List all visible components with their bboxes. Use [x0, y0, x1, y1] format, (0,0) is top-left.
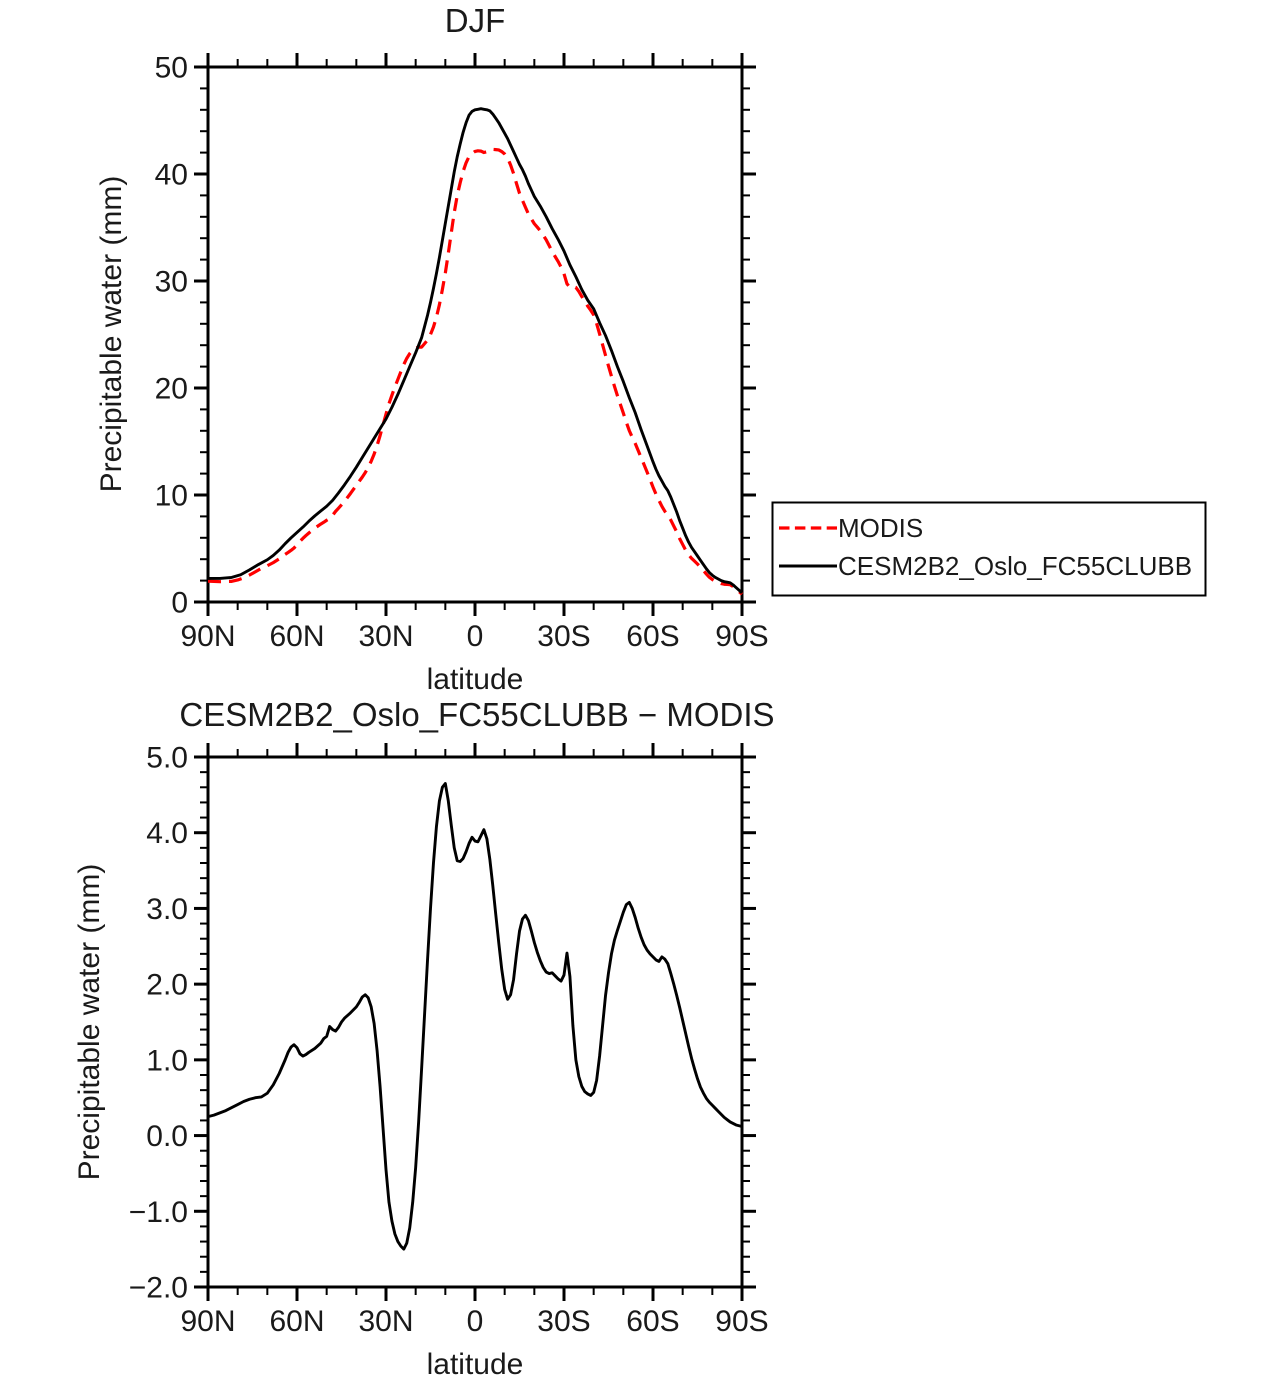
x-tick-label: 90S — [715, 620, 768, 653]
y-tick-labels: −2.0 −1.0 0.0 1.0 2.0 3.0 4.0 5.0 — [129, 742, 188, 1305]
top-chart-panel: 90N 60N 30N 0 30S 60S 90S 0 10 20 30 40 50 — [155, 52, 769, 654]
plot-frame — [206, 755, 744, 1289]
x-tick-label: 30S — [537, 620, 590, 653]
legend-label-modis: MODIS — [838, 513, 923, 543]
y-tick-labels: 0 10 20 30 40 50 — [155, 52, 188, 620]
y-tick-label: −1.0 — [129, 1196, 188, 1229]
legend-box — [771, 501, 1207, 597]
modis-curve — [207, 147, 744, 596]
y-tick-label: 2.0 — [146, 969, 188, 1002]
cesm2b2-oslo-fc55clubb-curve — [208, 107, 743, 594]
y-tick-label: 5.0 — [146, 742, 188, 775]
x-tick-label: 0 — [467, 1305, 484, 1338]
bottom-chart-x-axis-label: latitude — [427, 1348, 524, 1377]
x-tick-label: 0 — [467, 620, 484, 653]
legend-label-cesm: CESM2B2_Oslo_FC55CLUBB — [838, 551, 1192, 581]
y-tick-label: 30 — [155, 266, 188, 299]
plot-frame — [206, 65, 744, 604]
y-tick-label: 4.0 — [146, 817, 188, 850]
x-tick-label: 90S — [715, 1305, 768, 1338]
cesm2b2-oslo-fc55clubb-modis-curve — [207, 782, 743, 1251]
legend: MODIS CESM2B2_Oslo_FC55CLUBB — [771, 501, 1207, 597]
top-chart-title: DJF — [445, 2, 506, 39]
y-tick-label: 20 — [155, 373, 188, 406]
x-tick-label: 90N — [180, 1305, 235, 1338]
bottom-chart-title: CESM2B2_Oslo_FC55CLUBB − MODIS — [179, 696, 774, 733]
top-chart-y-axis-label: Precipitable water (mm) — [95, 176, 128, 493]
bottom-chart-y-axis-label: Precipitable water (mm) — [73, 864, 106, 1181]
y-tick-label: 50 — [155, 52, 188, 85]
axis-ticks — [194, 53, 756, 616]
top-chart-x-axis-label: latitude — [427, 663, 524, 696]
legend-item-modis: MODIS — [779, 513, 923, 543]
x-tick-label: 30S — [537, 1305, 590, 1338]
x-tick-label: 30N — [358, 620, 413, 653]
x-tick-labels: 90N 60N 30N 0 30S 60S 90S — [180, 620, 768, 653]
x-tick-label: 60N — [269, 1305, 324, 1338]
y-tick-label: 10 — [155, 480, 188, 513]
y-tick-label: 40 — [155, 159, 188, 192]
x-tick-label: 90N — [180, 620, 235, 653]
axis-ticks — [194, 743, 756, 1301]
x-tick-label: 30N — [358, 1305, 413, 1338]
y-tick-label: −2.0 — [129, 1272, 188, 1305]
y-tick-label: 0.0 — [146, 1120, 188, 1153]
x-tick-label: 60S — [626, 620, 679, 653]
y-tick-label: 3.0 — [146, 893, 188, 926]
x-tick-label: 60S — [626, 1305, 679, 1338]
x-tick-label: 60N — [269, 620, 324, 653]
y-tick-label: 1.0 — [146, 1044, 188, 1077]
legend-item-cesm: CESM2B2_Oslo_FC55CLUBB — [779, 551, 1192, 581]
bottom-chart-panel: 90N 60N 30N 0 30S 60S 90S −2.0 −1.0 0.0 1.0 2.0 3.0 4… — [129, 742, 769, 1339]
y-tick-label: 0 — [171, 587, 188, 620]
x-tick-labels: 90N 60N 30N 0 30S 60S 90S — [180, 1305, 768, 1338]
